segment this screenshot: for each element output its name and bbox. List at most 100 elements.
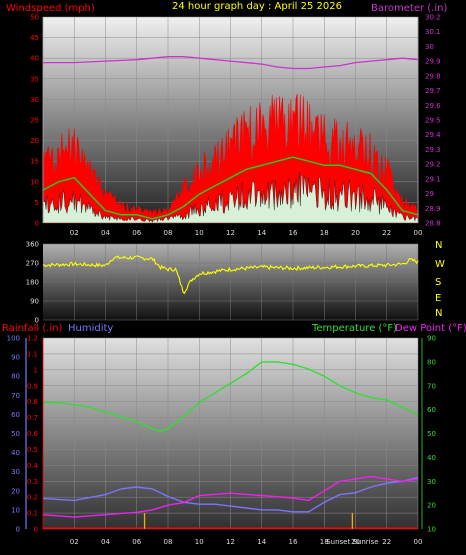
y-tick-label: 25 <box>30 117 39 125</box>
x-tick-label: 04 <box>101 538 110 546</box>
x-tick-label: 04 <box>101 229 110 237</box>
compass-label: E <box>435 293 441 304</box>
temp-tick-label: 10 <box>427 526 436 534</box>
rain-tick-label: 1 <box>34 366 38 374</box>
y2-tick-label: 29.1 <box>425 175 441 183</box>
temp-tick-label: 20 <box>427 502 436 510</box>
dir-tick-label: 360 <box>26 241 39 249</box>
barometer-label: Barometer (.in) <box>371 3 447 14</box>
temp-tick-label: 70 <box>427 382 436 390</box>
dir-tick-label: 180 <box>26 279 39 287</box>
y2-tick-label: 28.8 <box>425 220 441 228</box>
compass-label: N <box>435 240 442 251</box>
y2-tick-label: 29.9 <box>425 58 441 66</box>
x-tick-label: 00 <box>414 538 423 546</box>
graph-title: 24 hour graph day : April 25 2026 <box>172 1 342 12</box>
wind-direction-line <box>42 255 419 295</box>
x-tick-label: 16 <box>289 229 298 237</box>
y2-tick-label: 28.9 <box>425 205 441 213</box>
rain-tick-label: 0.3 <box>27 478 38 486</box>
x-tick-label: 20 <box>351 229 360 237</box>
y-tick-label: 35 <box>30 75 39 83</box>
x-tick-label: 10 <box>195 229 204 237</box>
x-tick-label: 12 <box>226 538 235 546</box>
compass-label: N <box>435 308 442 319</box>
rain-tick-label: 1.1 <box>27 350 38 358</box>
temp-tick-label: 60 <box>427 406 436 414</box>
y-tick-label: 0 <box>35 220 39 228</box>
x-tick-label: 00 <box>414 229 423 237</box>
rain-tick-label: 0 <box>34 526 38 534</box>
y2-tick-label: 29.5 <box>425 117 441 125</box>
rain-tick-label: 0.5 <box>27 446 38 454</box>
humidity-tick-label: 40 <box>11 449 20 457</box>
sunrise-sunset-label: Sunset Sunrise <box>326 538 378 546</box>
x-tick-label: 18 <box>320 229 329 237</box>
y-tick-label: 20 <box>30 137 39 145</box>
humidity-tick-label: 10 <box>11 506 20 514</box>
rain-tick-label: 0.7 <box>27 414 38 422</box>
humidity-tick-label: 80 <box>11 373 20 381</box>
windspeed-line <box>42 156 419 220</box>
x-tick-label: 18 <box>320 538 329 546</box>
x-tick-label: 16 <box>289 538 298 546</box>
humidity-tick-label: 100 <box>7 335 20 343</box>
y-tick-label: 5 <box>35 199 39 207</box>
y2-tick-label: 29.7 <box>425 87 441 95</box>
temp-tick-label: 80 <box>427 358 436 366</box>
x-tick-label: 20 <box>351 538 360 546</box>
y2-tick-label: 29.6 <box>425 102 441 110</box>
y2-tick-label: 29 <box>425 190 434 198</box>
humidity-tick-label: 50 <box>11 430 20 438</box>
y-tick-label: 15 <box>30 158 39 166</box>
x-tick-label: 14 <box>257 538 266 546</box>
y2-tick-label: 30 <box>425 43 434 51</box>
y2-tick-label: 30.1 <box>425 28 441 36</box>
rain-tick-label: 0.4 <box>27 462 39 470</box>
x-tick-label: 12 <box>226 229 235 237</box>
y2-tick-label: 29.8 <box>425 72 441 80</box>
y-tick-label: 50 <box>30 14 39 22</box>
x-tick-label: 06 <box>132 229 141 237</box>
rain-tick-label: 0.9 <box>27 382 38 390</box>
dewpoint-label: Dew Point (°F) <box>395 323 466 334</box>
rain-tick-label: 0.2 <box>27 494 38 502</box>
humidity-label: Humidity <box>68 323 113 334</box>
rain-tick-label: 1.2 <box>27 335 38 343</box>
humidity-tick-label: 20 <box>11 487 20 495</box>
rain-tick-label: 0.8 <box>27 398 38 406</box>
windspeed-label: Windspeed (mph) <box>6 3 95 14</box>
x-tick-label: 22 <box>382 229 391 237</box>
x-tick-label: 22 <box>382 538 391 546</box>
x-tick-label: 10 <box>195 538 204 546</box>
dir-tick-label: 90 <box>30 298 39 306</box>
temp-tick-label: 30 <box>427 478 436 486</box>
compass-label: S <box>435 277 441 288</box>
y-tick-label: 30 <box>30 96 39 104</box>
y2-tick-label: 29.2 <box>425 161 441 169</box>
y-tick-label: 40 <box>30 55 39 63</box>
x-tick-label: 02 <box>70 229 79 237</box>
temp-tick-label: 50 <box>427 430 436 438</box>
dewpoint-line <box>42 475 419 518</box>
humidity-tick-label: 70 <box>11 392 20 400</box>
humidity-tick-label: 60 <box>11 411 20 419</box>
compass-label: W <box>435 259 445 270</box>
rainfall-label: Rainfall (.in) <box>2 323 63 334</box>
x-tick-label: 08 <box>164 229 173 237</box>
humidity-line <box>42 476 419 513</box>
y2-tick-label: 29.3 <box>425 146 441 154</box>
humidity-tick-label: 0 <box>16 526 20 534</box>
x-tick-label: 08 <box>164 538 173 546</box>
x-tick-label: 02 <box>70 538 79 546</box>
barometer-line <box>43 56 419 70</box>
wind-calm-band <box>42 171 419 224</box>
x-tick-label: 14 <box>257 229 266 237</box>
temperature-label: Temperature (°F) <box>311 323 397 334</box>
humidity-tick-label: 90 <box>11 354 20 362</box>
y2-tick-label: 30.2 <box>425 14 441 22</box>
y-tick-label: 10 <box>30 178 39 186</box>
temp-tick-label: 40 <box>427 454 436 462</box>
y-tick-label: 45 <box>30 34 39 42</box>
